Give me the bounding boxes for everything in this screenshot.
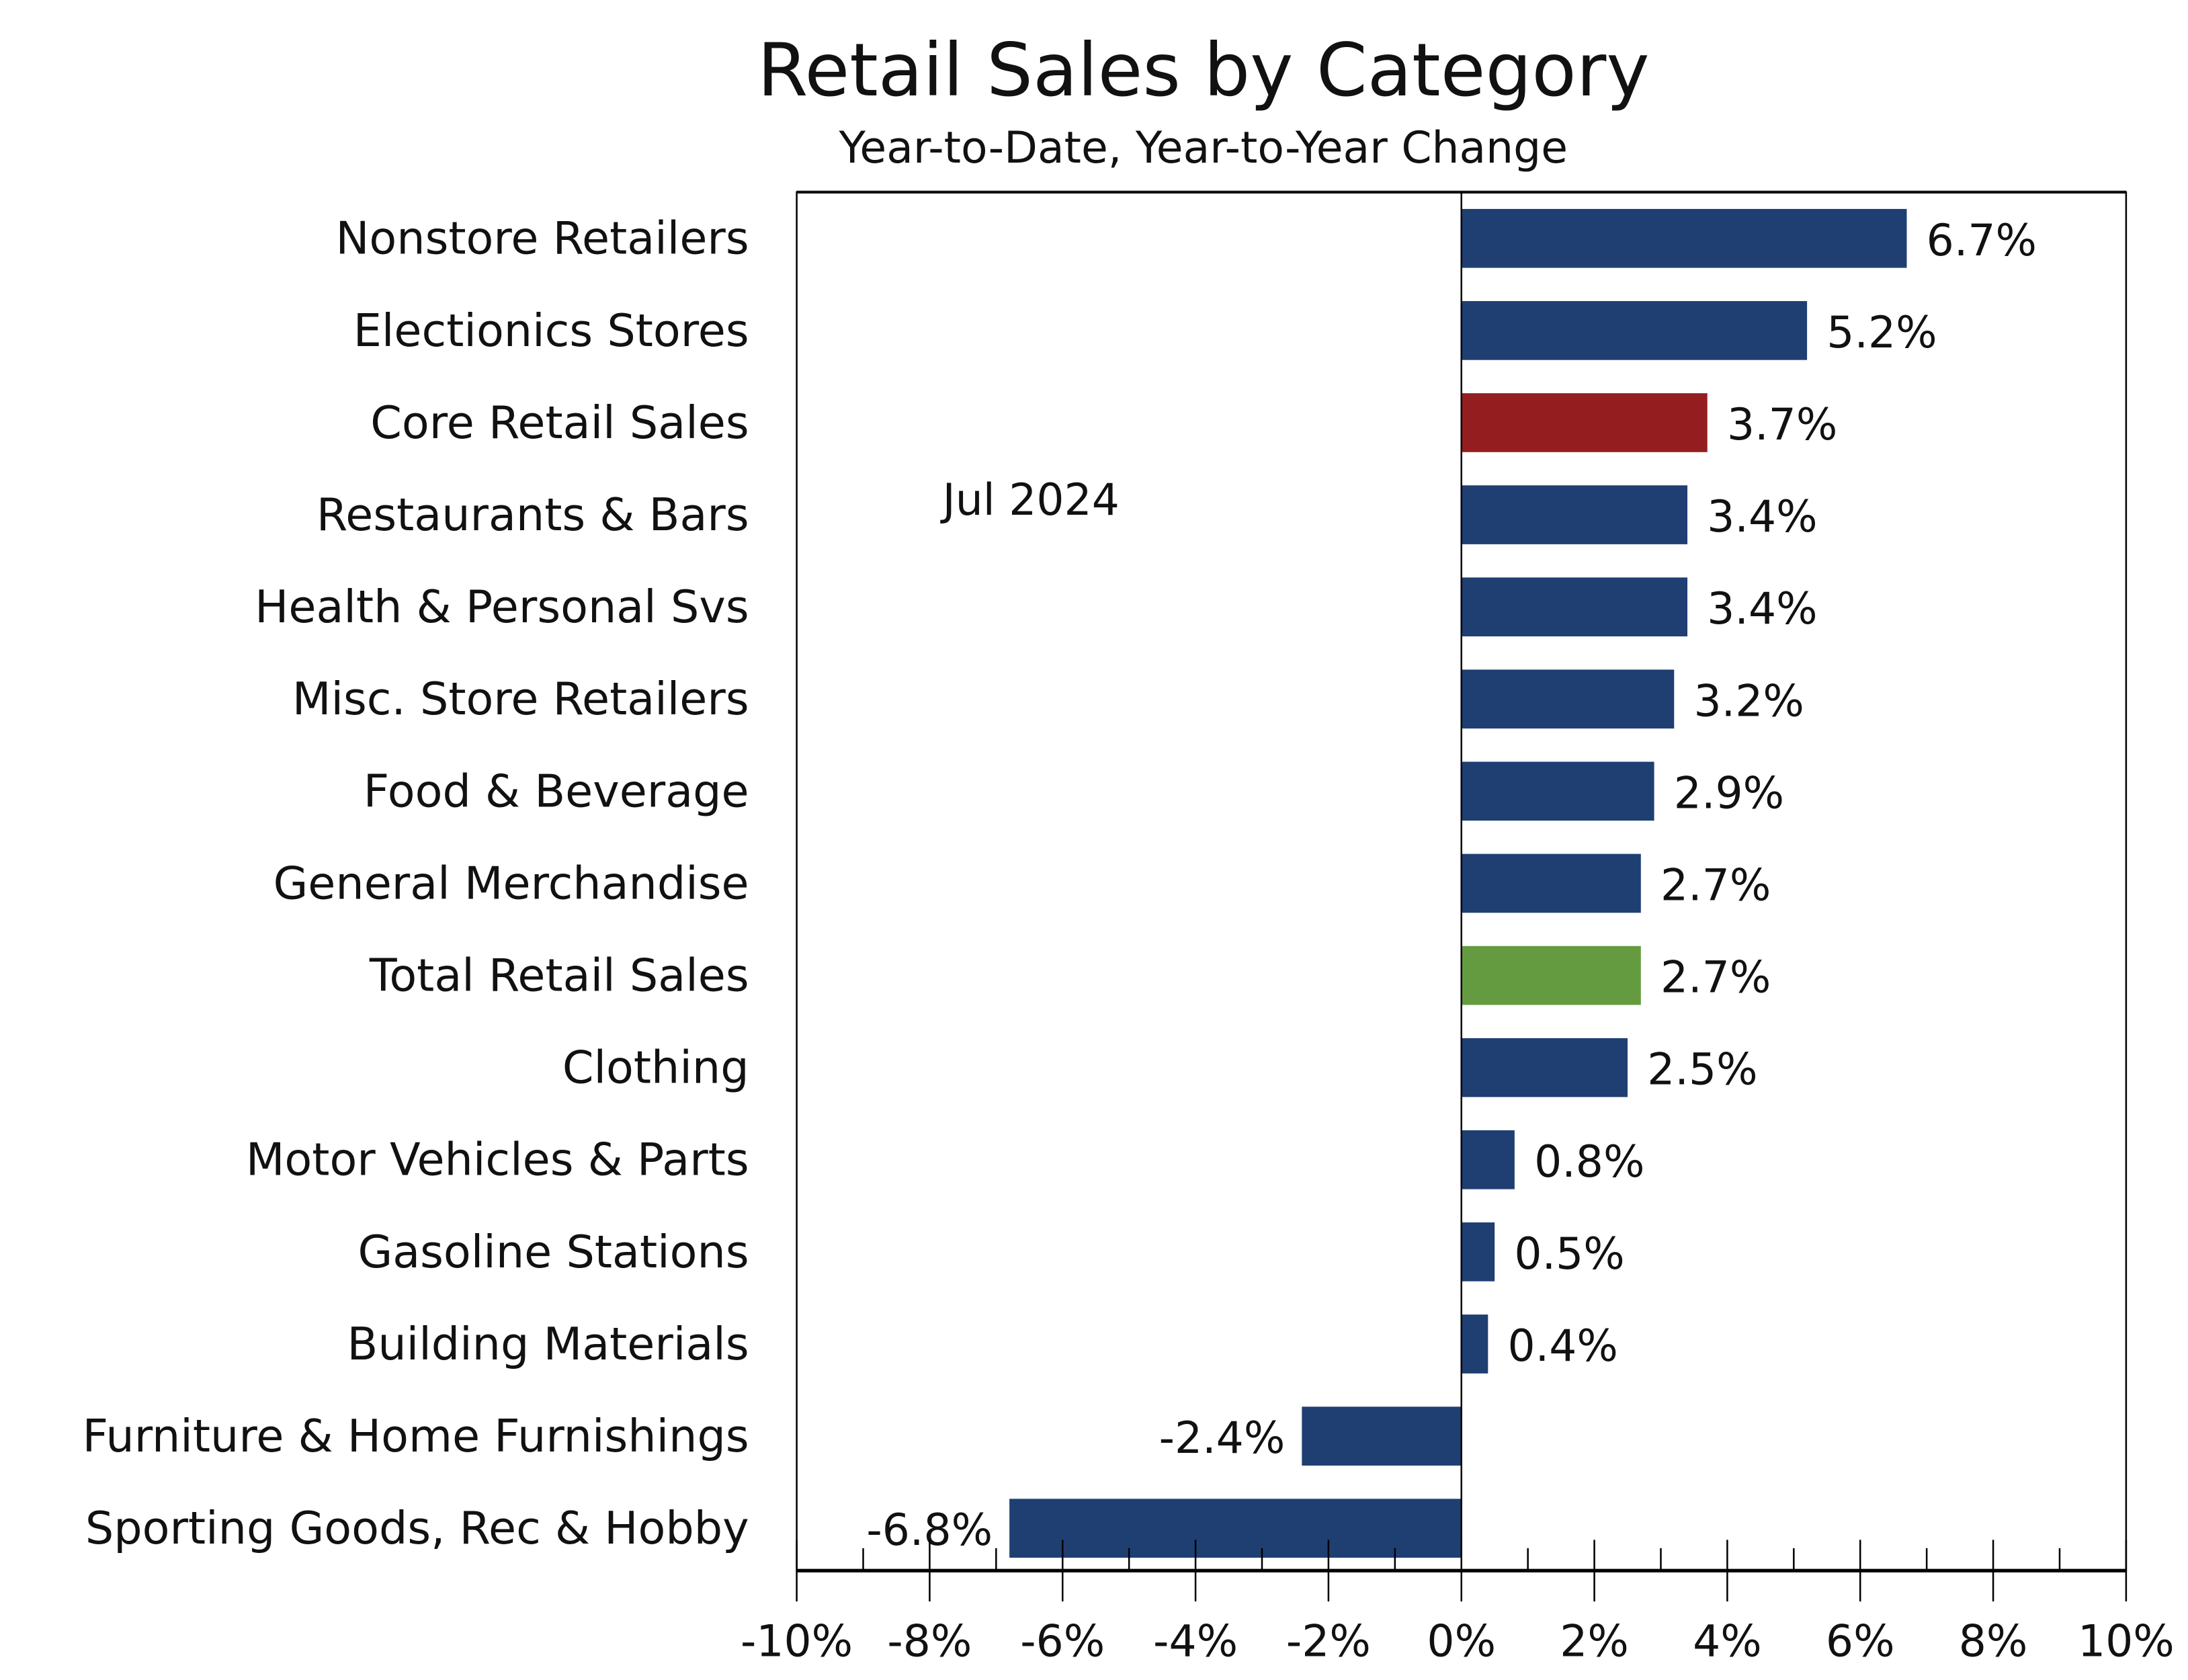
category-label: Misc. Store Retailers <box>292 673 749 725</box>
value-label: 0.8% <box>1534 1137 1644 1187</box>
chart-title: Retail Sales by Category <box>757 28 1650 113</box>
category-label: Restaurants & Bars <box>317 489 749 541</box>
category-label: Clothing <box>562 1042 749 1094</box>
bar <box>1461 1222 1495 1282</box>
bar <box>1461 761 1654 821</box>
chart-subtitle: Year-to-Date, Year-to-Year Change <box>839 123 1568 173</box>
bar <box>1461 853 1641 913</box>
x-tick-label: -10% <box>741 1617 853 1667</box>
value-label: 2.7% <box>1660 861 1771 911</box>
bar <box>1461 393 1708 452</box>
value-label: 5.2% <box>1826 308 1937 358</box>
category-label: Motor Vehicles & Parts <box>246 1134 749 1186</box>
category-label: General Merchandise <box>274 857 749 909</box>
category-label: Electionics Stores <box>353 304 749 357</box>
bar <box>1461 301 1808 360</box>
bar <box>1461 577 1688 636</box>
category-label: Sporting Goods, Rec & Hobby <box>85 1502 749 1554</box>
value-label: 2.9% <box>1674 768 1784 818</box>
category-label: Nonstore Retailers <box>335 212 749 265</box>
category-label: Total Retail Sales <box>369 950 749 1002</box>
x-tick-label: 8% <box>1959 1617 2028 1667</box>
bar <box>1302 1406 1462 1466</box>
bar <box>1461 1130 1515 1189</box>
category-label: Core Retail Sales <box>370 396 749 449</box>
x-tick-label: 6% <box>1826 1617 1895 1667</box>
x-tick-label: 2% <box>1560 1617 1629 1667</box>
value-label: 0.4% <box>1508 1321 1618 1372</box>
value-label: -2.4% <box>1159 1413 1286 1464</box>
bar <box>1461 946 1641 1005</box>
value-label: 3.7% <box>1727 400 1837 450</box>
value-label: 0.5% <box>1514 1229 1624 1279</box>
value-label: 3.4% <box>1707 584 1817 634</box>
category-label: Health & Personal Svs <box>255 581 749 633</box>
x-tick-label: -8% <box>887 1617 972 1667</box>
x-tick-label: 4% <box>1693 1617 1762 1667</box>
category-label: Furniture & Home Furnishings <box>83 1410 749 1462</box>
bar <box>1009 1499 1462 1558</box>
value-label: 3.4% <box>1707 492 1817 542</box>
bar <box>1461 1038 1628 1097</box>
x-tick-label: -6% <box>1020 1617 1105 1667</box>
category-label: Food & Beverage <box>364 765 749 817</box>
bar <box>1461 669 1675 729</box>
category-label: Gasoline Stations <box>357 1226 749 1278</box>
x-tick-label: 0% <box>1427 1617 1496 1667</box>
value-label: 3.2% <box>1693 676 1804 726</box>
date-annotation: Jul 2024 <box>940 475 1120 526</box>
value-label: 6.7% <box>1927 216 2037 266</box>
category-label: Building Materials <box>347 1318 749 1370</box>
value-label: 2.7% <box>1660 953 1771 1003</box>
bar <box>1461 485 1688 544</box>
bar <box>1461 1314 1488 1374</box>
bar <box>1461 208 1907 268</box>
x-tick-label: -4% <box>1153 1617 1238 1667</box>
x-tick-label: -2% <box>1286 1617 1371 1667</box>
value-label: 2.5% <box>1647 1045 1757 1095</box>
x-tick-label: 10% <box>2078 1617 2175 1667</box>
